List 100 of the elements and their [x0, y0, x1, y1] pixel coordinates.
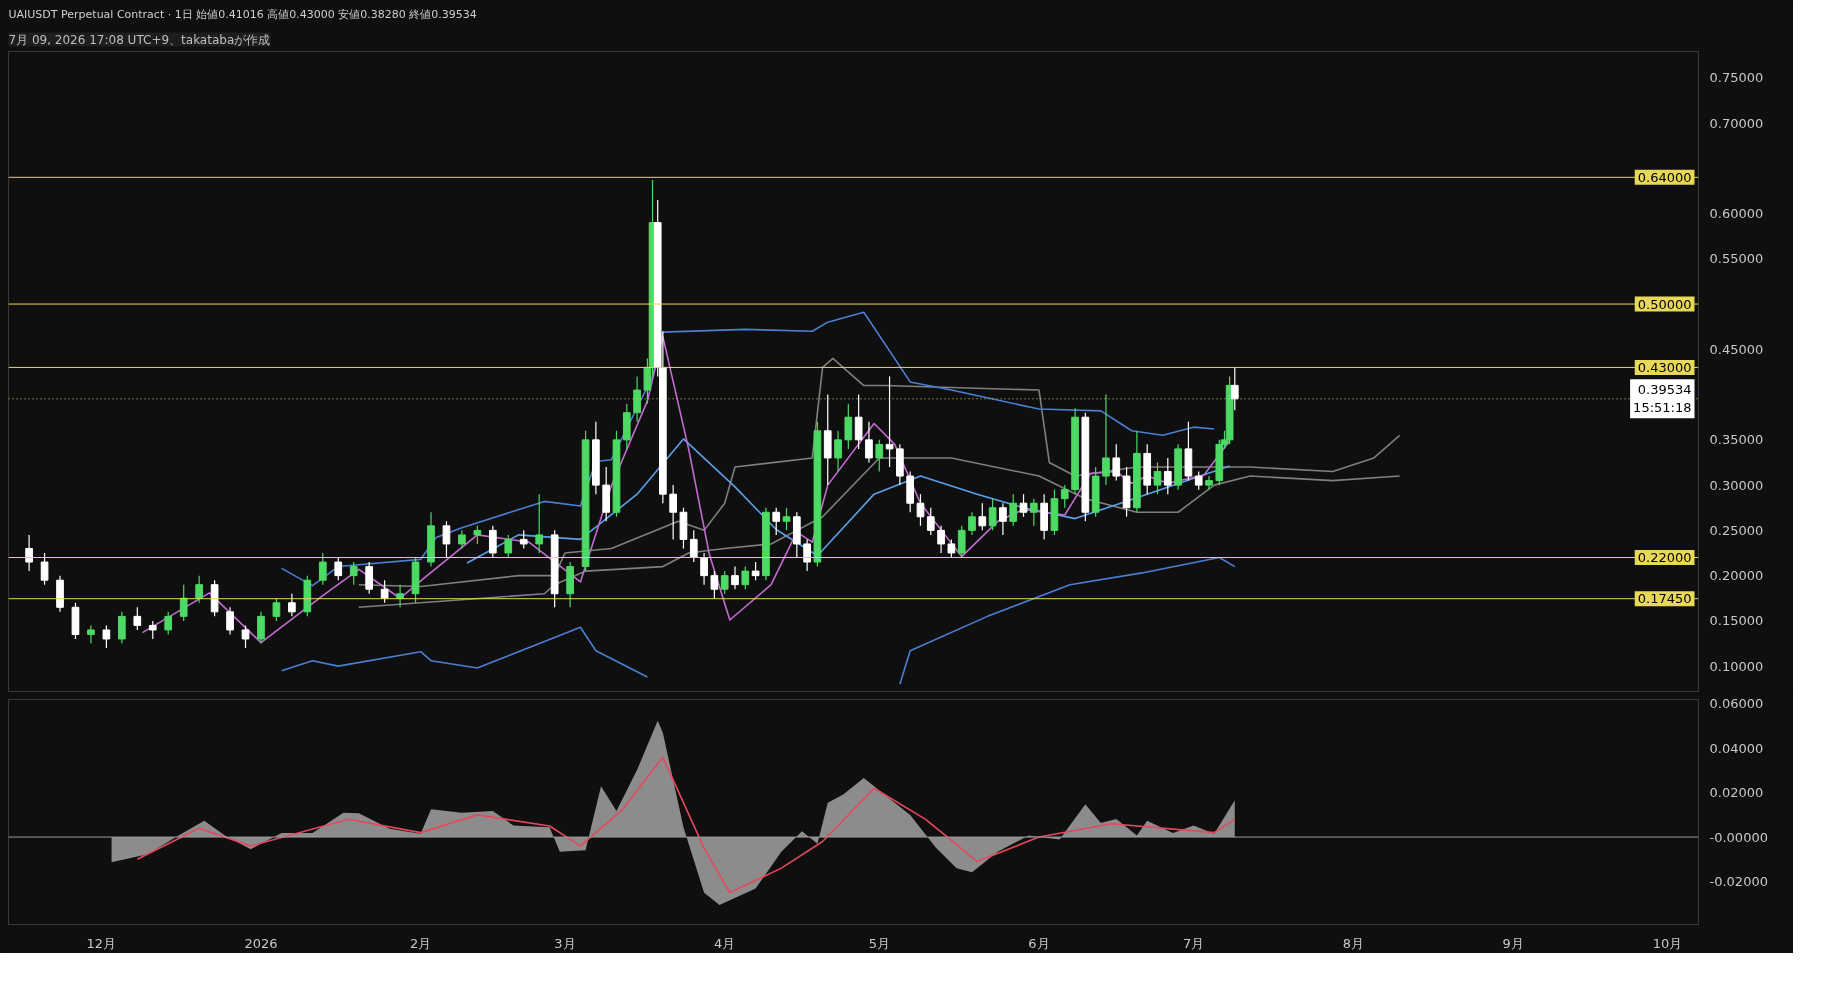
candlestick — [731, 565, 739, 590]
candlestick — [772, 507, 781, 536]
x-tick-label: 4月 — [714, 935, 736, 951]
candlestick — [148, 620, 157, 640]
chart-title: UAIUSDT Perpetual Contract · 1日 始値0.41016 高値0.43000 安値0.38280 終値0.39534 — [8, 7, 477, 21]
candlestick — [720, 570, 729, 595]
y-tick-label: 0.06000 — [1709, 696, 1764, 712]
ref-line-label: 0.64000 — [1637, 169, 1692, 185]
y-tick-label: 0.15000 — [1709, 613, 1764, 629]
ref-line-label: 0.43000 — [1637, 359, 1692, 375]
candlestick — [834, 430, 842, 473]
line-series — [358, 357, 1401, 588]
candlestick — [865, 421, 873, 464]
candlestick — [916, 493, 925, 527]
x-tick-label: 2月 — [410, 935, 432, 951]
candlestick — [988, 498, 997, 531]
x-tick-label: 8月 — [1342, 935, 1364, 951]
x-tick-label: 2026 — [244, 935, 278, 951]
y-tick-label: 0.25000 — [1709, 522, 1764, 538]
ref-line-label: 0.39534 15:51:18 — [1633, 382, 1692, 416]
candlestick — [458, 529, 466, 550]
line-series — [136, 756, 1236, 894]
candlestick — [118, 611, 126, 645]
y-tick-label: 0.70000 — [1709, 115, 1764, 131]
candlestick — [926, 507, 935, 536]
y-tick-label: -0.00000 — [1709, 829, 1768, 845]
candlestick — [396, 584, 404, 608]
candlestick — [226, 606, 234, 636]
candlestick — [885, 375, 894, 468]
candlestick — [1230, 366, 1239, 411]
candlestick — [488, 525, 497, 559]
y-tick-label: 0.45000 — [1709, 341, 1764, 357]
candlestick — [272, 597, 281, 622]
candlestick — [195, 575, 203, 604]
line-series — [466, 438, 1231, 564]
ref-line-label: 0.22000 — [1637, 550, 1692, 566]
candlestick — [978, 502, 987, 531]
candlestick — [40, 552, 49, 586]
candlestick — [782, 507, 791, 531]
candlestick — [947, 538, 956, 559]
x-tick-label: 10月 — [1652, 935, 1683, 951]
x-tick-label: 7月 — [1182, 935, 1205, 951]
candlestick — [1102, 393, 1110, 486]
candlestick — [1029, 498, 1038, 527]
candlestick — [669, 484, 678, 541]
ref-line-label: 0.17450 — [1637, 591, 1692, 607]
text: 7月 09, 2026 17:08 UTC+9、takatabaが作成 — [8, 32, 271, 47]
candlestick — [288, 593, 296, 617]
candlestick — [957, 525, 966, 559]
candlestick — [689, 529, 698, 563]
candlestick — [349, 561, 358, 586]
x-tick-label: 9月 — [1502, 935, 1524, 951]
y-tick-label: 0.30000 — [1709, 477, 1764, 493]
candlestick — [365, 561, 374, 595]
y-tick-label: 0.04000 — [1709, 740, 1764, 756]
candlestick — [999, 502, 1007, 536]
candlestick — [334, 556, 343, 581]
candlestick — [633, 375, 641, 423]
candlestick — [844, 403, 853, 450]
candlestick — [519, 529, 528, 550]
line-series — [280, 311, 1215, 587]
candlestick — [700, 552, 708, 586]
candlestick — [1153, 461, 1162, 495]
candlestick — [1112, 443, 1121, 482]
x-tick-label: 12月 — [86, 935, 117, 951]
candlestick — [241, 624, 250, 649]
candlestick — [164, 611, 173, 636]
candlestick — [442, 520, 451, 559]
candlestick — [1194, 470, 1203, 491]
candlestick — [1009, 493, 1018, 527]
candlestick — [803, 538, 811, 572]
y-tick-label: 0.20000 — [1709, 568, 1764, 584]
candlestick — [875, 439, 884, 473]
candlestick — [102, 624, 111, 649]
y-tick-label: 0.55000 — [1709, 251, 1764, 267]
y-tick-label: 0.60000 — [1709, 206, 1764, 222]
candlestick — [968, 511, 976, 536]
candlestick — [473, 525, 482, 545]
x-tick-label: 3月 — [554, 935, 576, 951]
candlestick — [87, 624, 95, 645]
y-tick-label: 0.35000 — [1709, 432, 1764, 448]
candlestick — [741, 565, 750, 590]
candlestick — [133, 606, 142, 631]
candlestick — [1060, 484, 1069, 509]
candlestick — [380, 579, 389, 604]
x-tick-label: 5月 — [868, 935, 890, 951]
candlestick — [25, 534, 33, 572]
candlestick — [257, 611, 265, 645]
candlestick — [751, 561, 760, 581]
candlestick — [937, 525, 945, 554]
candlestick — [1019, 493, 1028, 518]
ref-line-label: 0.50000 — [1637, 296, 1692, 312]
y-tick-label: -0.02000 — [1709, 873, 1768, 889]
candlestick — [535, 493, 544, 554]
candlestick — [318, 552, 327, 586]
y-tick-label: 0.02000 — [1709, 785, 1764, 801]
candlestick — [1163, 457, 1172, 495]
x-tick-label: 6月 — [1028, 935, 1050, 951]
candlestick — [1205, 475, 1213, 491]
y-tick-label: 0.10000 — [1709, 658, 1764, 674]
